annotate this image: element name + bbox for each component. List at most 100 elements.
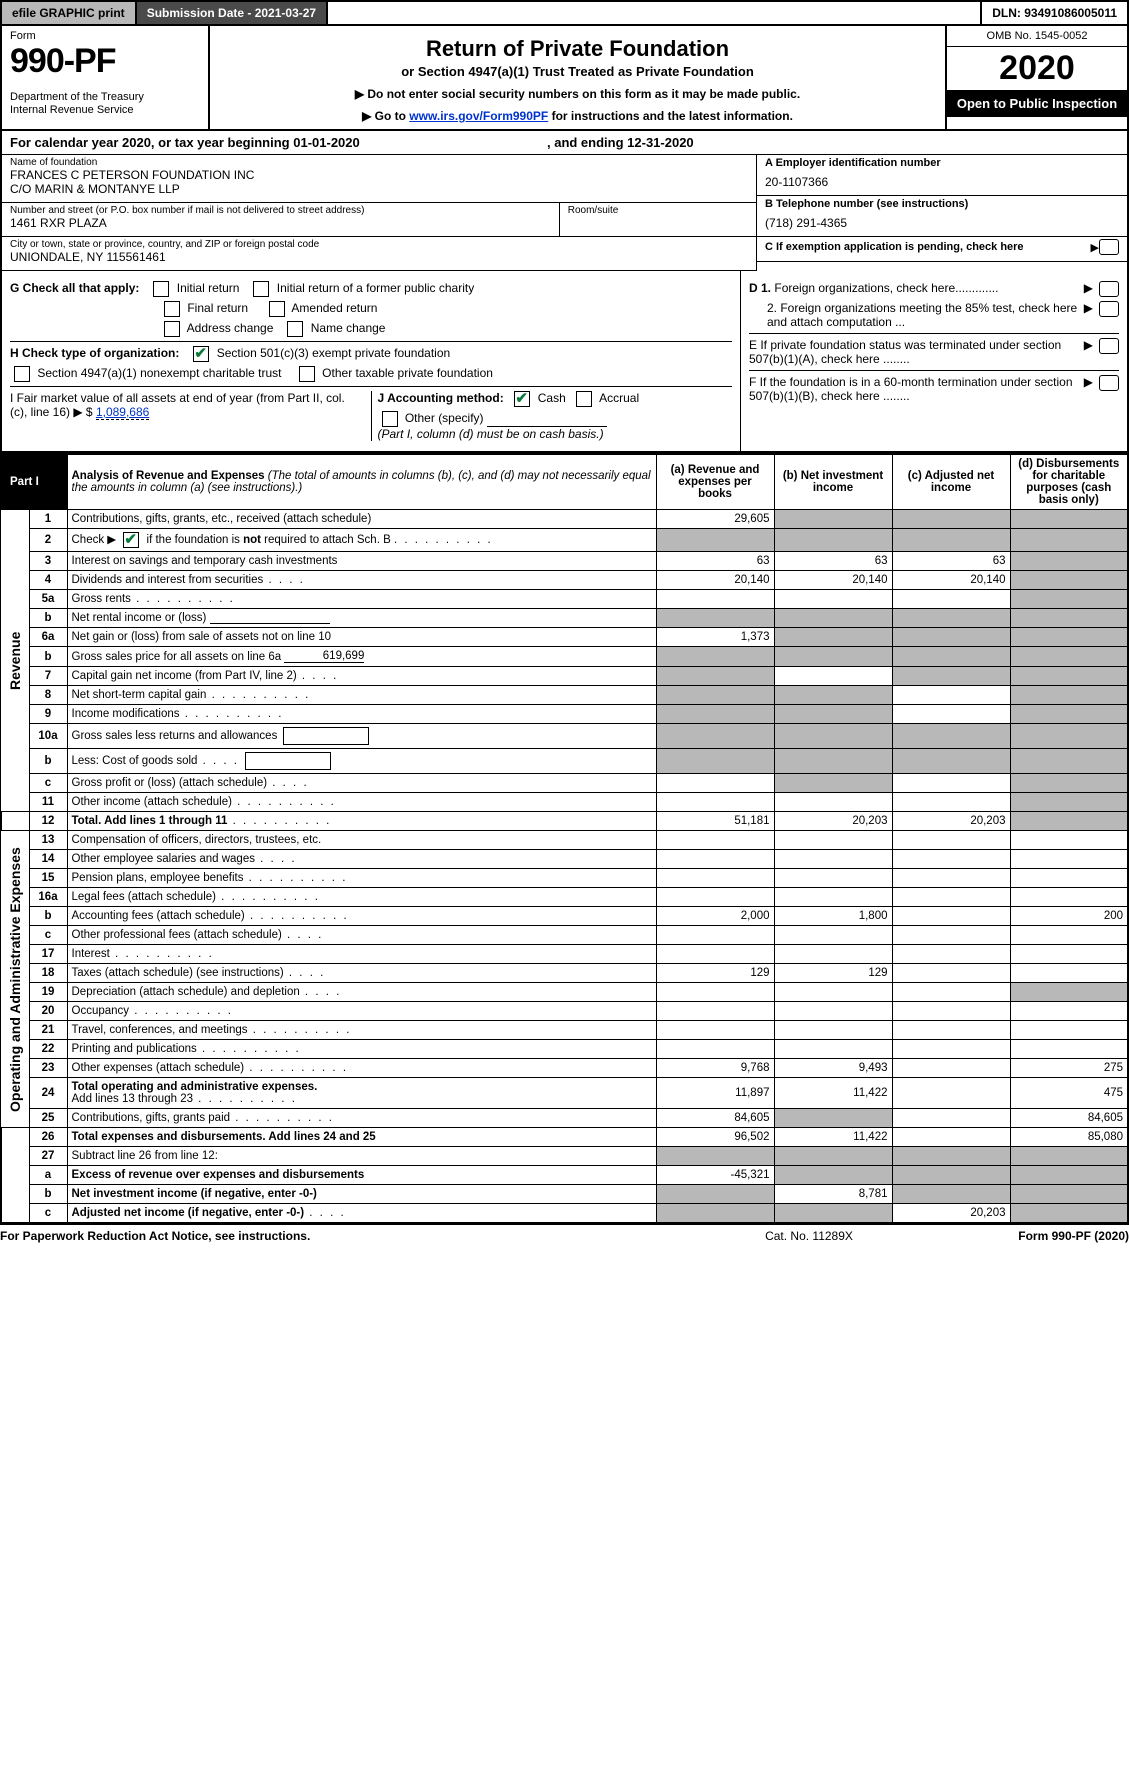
- i-fmv-value[interactable]: 1,089,686: [96, 405, 149, 420]
- desc-18: Taxes (attach schedule) (see instruction…: [67, 964, 656, 983]
- dots-icon: [180, 708, 284, 720]
- chk-other-taxable[interactable]: [299, 366, 315, 382]
- ln-6b: b: [29, 647, 67, 667]
- chk-namechg[interactable]: [287, 321, 303, 337]
- desc-23-t: Other expenses (attach schedule): [72, 1062, 245, 1074]
- row-24: 24 Total operating and administrative ex…: [1, 1078, 1128, 1109]
- desc-10a: Gross sales less returns and allowances: [67, 724, 656, 749]
- chk-final[interactable]: [164, 301, 180, 317]
- d2-end: required to attach Sch. B: [261, 534, 391, 546]
- chk-other-method[interactable]: [382, 411, 398, 427]
- chk-schb[interactable]: [123, 532, 139, 548]
- c-17: [892, 945, 1010, 964]
- desc-21-t: Travel, conferences, and meetings: [72, 1024, 248, 1036]
- desc-27a-t: Excess of revenue over expenses and disb…: [72, 1169, 365, 1181]
- open-public-badge: Open to Public Inspection: [947, 90, 1127, 117]
- c-15: [892, 869, 1010, 888]
- chk-amended[interactable]: [269, 301, 285, 317]
- b-21: [774, 1021, 892, 1040]
- row-22: 22 Printing and publications: [1, 1040, 1128, 1059]
- desc-10b: Less: Cost of goods sold: [67, 749, 656, 774]
- desc-12: Total. Add lines 1 through 11: [67, 812, 656, 831]
- desc-7: Capital gain net income (from Part IV, l…: [67, 667, 656, 686]
- c-7: [892, 667, 1010, 686]
- desc-22-t: Printing and publications: [72, 1043, 197, 1055]
- a-10a: [656, 724, 774, 749]
- ln-9: 9: [29, 705, 67, 724]
- dots-icon: [300, 986, 342, 998]
- c-18: [892, 964, 1010, 983]
- chk-address[interactable]: [164, 321, 180, 337]
- i-label: I Fair market value of all assets at end…: [10, 391, 345, 419]
- ln-15: 15: [29, 869, 67, 888]
- c-27c: 20,203: [892, 1204, 1010, 1224]
- ln-5b: b: [29, 609, 67, 628]
- b-1: [774, 510, 892, 529]
- desc-4: Dividends and interest from securities: [67, 571, 656, 590]
- ln-16b: b: [29, 907, 67, 926]
- desc-13: Compensation of officers, directors, tru…: [67, 831, 656, 850]
- chk-d1[interactable]: [1099, 281, 1119, 297]
- desc-5a: Gross rents: [67, 590, 656, 609]
- form-title-block: Return of Private Foundation or Section …: [210, 26, 945, 129]
- expenses-side: Operating and Administrative Expenses: [1, 831, 29, 1128]
- j-note: (Part I, column (d) must be on cash basi…: [378, 427, 733, 441]
- row-27a: a Excess of revenue over expenses and di…: [1, 1166, 1128, 1185]
- chk-initial[interactable]: [153, 281, 169, 297]
- d-9: [1010, 705, 1128, 724]
- d-27a: [1010, 1166, 1128, 1185]
- d-13: [1010, 831, 1128, 850]
- ln-18: 18: [29, 964, 67, 983]
- d-3: [1010, 552, 1128, 571]
- foundation-name-cell: Name of foundation FRANCES C PETERSON FO…: [2, 155, 756, 203]
- chk-d2[interactable]: [1099, 301, 1119, 317]
- g-initial: Initial return: [177, 281, 240, 295]
- desc-19: Depreciation (attach schedule) and deple…: [67, 983, 656, 1002]
- ln-11: 11: [29, 793, 67, 812]
- submission-date: Submission Date - 2021-03-27: [137, 2, 328, 24]
- calendar-year-row: For calendar year 2020, or tax year begi…: [0, 131, 1129, 155]
- desc-16a-t: Legal fees (attach schedule): [72, 891, 216, 903]
- c-13: [892, 831, 1010, 850]
- g-amended: Amended return: [291, 301, 377, 315]
- ln-27b: b: [29, 1185, 67, 1204]
- d-6a: [1010, 628, 1128, 647]
- desc-27c: Adjusted net income (if negative, enter …: [67, 1204, 656, 1224]
- phone-value: (718) 291-4365: [765, 216, 1119, 230]
- irs-text: Internal Revenue Service: [10, 104, 134, 116]
- d2-pre: Check ▶: [72, 534, 117, 546]
- city-value: UNIONDALE, NY 115561461: [10, 250, 748, 264]
- c-27: [892, 1147, 1010, 1166]
- def-right: D 1. D 1. Foreign organizations, check h…: [740, 271, 1127, 451]
- page-footer: For Paperwork Reduction Act Notice, see …: [0, 1224, 1129, 1247]
- dots-icon: [255, 853, 297, 865]
- chk-accrual[interactable]: [576, 391, 592, 407]
- desc-6b-t: Gross sales price for all assets on line…: [72, 651, 282, 663]
- b-3: 63: [774, 552, 892, 571]
- c-checkbox[interactable]: [1099, 239, 1119, 255]
- c-22: [892, 1040, 1010, 1059]
- chk-4947[interactable]: [14, 366, 30, 382]
- chk-cash[interactable]: [514, 391, 530, 407]
- chk-initial-former[interactable]: [253, 281, 269, 297]
- d-7: [1010, 667, 1128, 686]
- irs-link[interactable]: www.irs.gov/Form990PF: [409, 109, 548, 123]
- desc-27b: Net investment income (if negative, ente…: [67, 1185, 656, 1204]
- j-cash: Cash: [538, 391, 566, 405]
- d-16c: [1010, 926, 1128, 945]
- c-19: [892, 983, 1010, 1002]
- omb-number: OMB No. 1545-0052: [947, 26, 1127, 47]
- chk-f[interactable]: [1099, 375, 1119, 391]
- ln-22: 22: [29, 1040, 67, 1059]
- desc-14-t: Other employee salaries and wages: [72, 853, 255, 865]
- chk-501c3[interactable]: [193, 346, 209, 362]
- desc-17: Interest: [67, 945, 656, 964]
- a-1: 29,605: [656, 510, 774, 529]
- chk-e[interactable]: [1099, 338, 1119, 354]
- desc-27b-t: Net investment income (if negative, ente…: [72, 1188, 317, 1200]
- inline-6b: 619,699: [284, 650, 364, 663]
- city-label: City or town, state or province, country…: [10, 239, 748, 250]
- d-2: [1010, 529, 1128, 552]
- b-10c: [774, 774, 892, 793]
- foundation-name: FRANCES C PETERSON FOUNDATION INC: [10, 168, 748, 182]
